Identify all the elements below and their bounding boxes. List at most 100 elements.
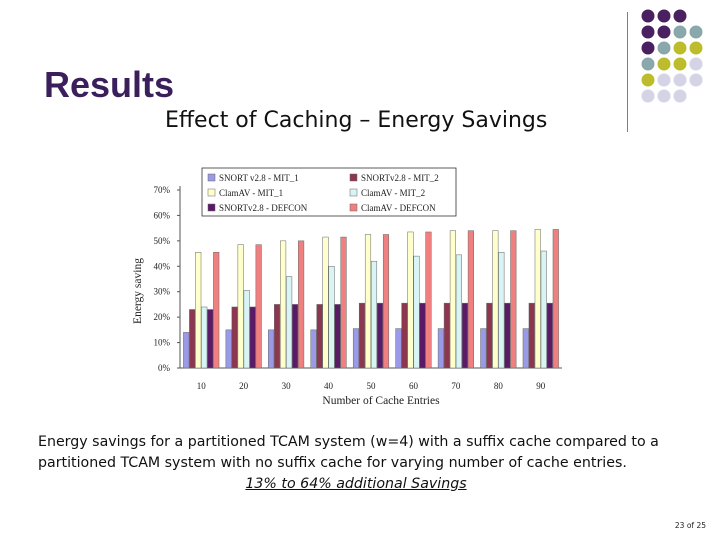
- decorative-dot: [673, 41, 687, 55]
- bar: [395, 328, 402, 369]
- decorative-divider: [627, 12, 628, 132]
- bar: [274, 304, 281, 369]
- bar: [213, 252, 220, 369]
- decorative-dot: [689, 57, 703, 71]
- decorative-dot: [641, 9, 655, 23]
- decorative-dot: [673, 89, 687, 103]
- decorative-dot: [689, 73, 703, 87]
- bar: [413, 255, 420, 369]
- x-axis-label: Number of Cache Entries: [322, 395, 440, 407]
- x-tick-label: 70: [451, 381, 461, 391]
- bar: [443, 302, 450, 369]
- legend-swatch: [207, 173, 216, 182]
- legend-label: ClamAV - MIT_2: [361, 188, 425, 198]
- decorative-dot: [657, 41, 671, 55]
- bar: [358, 302, 366, 369]
- y-tick-label: 10%: [154, 338, 171, 348]
- x-tick-label: 40: [324, 381, 334, 391]
- caption-line-2: partitioned TCAM system with no suffix c…: [38, 455, 627, 471]
- bar: [528, 302, 535, 369]
- bar: [316, 304, 323, 369]
- slide-subtitle: Effect of Caching – Energy Savings: [165, 108, 548, 133]
- decorative-dot: [641, 57, 655, 71]
- bar: [352, 328, 360, 369]
- bar: [437, 328, 444, 369]
- bar: [498, 252, 505, 369]
- bar: [207, 309, 214, 369]
- bar: [243, 290, 250, 369]
- bar: [492, 230, 499, 369]
- bar: [280, 240, 287, 369]
- bar: [455, 254, 462, 369]
- bar: [237, 244, 244, 369]
- decorative-dot-grid: [641, 9, 703, 103]
- bar: [225, 329, 232, 369]
- bar: [419, 302, 426, 369]
- decorative-dot: [657, 73, 671, 87]
- bar: [534, 229, 541, 369]
- bar: [364, 234, 372, 369]
- x-tick-label: 60: [409, 381, 419, 391]
- bar: [401, 302, 408, 369]
- bar: [376, 302, 384, 369]
- bar: [407, 231, 414, 369]
- x-tick-label: 90: [536, 381, 546, 391]
- y-axis-label: Energy saving: [132, 258, 144, 324]
- bar: [195, 252, 202, 369]
- y-tick-label: 60%: [154, 210, 171, 220]
- decorative-dot: [641, 89, 655, 103]
- y-tick-label: 30%: [154, 287, 171, 297]
- legend-frame: [201, 167, 457, 217]
- bar: [322, 236, 329, 369]
- y-tick-label: 0%: [158, 363, 171, 373]
- legend-label: SNORTv2.8 - DEFCON: [219, 203, 308, 213]
- decorative-dot: [673, 25, 687, 39]
- legend-swatch: [349, 173, 358, 182]
- decorative-dot: [689, 41, 703, 55]
- y-tick-label: 20%: [154, 312, 171, 322]
- decorative-dot: [641, 41, 655, 55]
- bar: [504, 302, 511, 369]
- decorative-dot: [641, 73, 655, 87]
- page-number: 23 of 25: [674, 521, 706, 530]
- bar: [370, 260, 378, 369]
- legend-label: ClamAV - MIT_1: [219, 188, 283, 198]
- bar: [449, 230, 456, 369]
- legend-swatch: [349, 188, 358, 197]
- bar: [382, 234, 390, 369]
- caption-line-1: Energy savings for a partitioned TCAM sy…: [38, 434, 659, 450]
- bar: [510, 230, 517, 369]
- bar: [328, 266, 335, 369]
- decorative-dot: [657, 9, 671, 23]
- bar-chart: 0% 10% 20% 30% 40% 50% 60% 70% Energy saving 10 20…: [132, 167, 562, 407]
- decorative-dot: [657, 25, 671, 39]
- bar: [425, 231, 432, 369]
- chart-legend: SNORT v2.8 - MIT_1 SNORTv2.8 - MIT_2 ClamA…: [201, 167, 457, 217]
- decorative-dot: [673, 73, 687, 87]
- x-tick-label: 80: [494, 381, 504, 391]
- bar: [480, 328, 487, 369]
- bar: [467, 230, 474, 369]
- bar: [255, 244, 262, 369]
- decorative-dot: [689, 25, 703, 39]
- x-tick-label: 30: [282, 381, 292, 391]
- bar: [540, 250, 547, 369]
- x-tick-label: 20: [239, 381, 249, 391]
- decorative-dot: [657, 89, 671, 103]
- bar: [340, 236, 347, 369]
- legend-label: SNORT v2.8 - MIT_1: [219, 173, 299, 183]
- y-tick-label: 40%: [154, 261, 171, 271]
- slide-title: Results: [44, 64, 175, 105]
- x-tick-label: 50: [367, 381, 377, 391]
- bar: [461, 302, 468, 369]
- bar: [183, 332, 190, 369]
- decorative-dot: [657, 57, 671, 71]
- legend-swatch: [207, 188, 216, 197]
- legend-label: ClamAV - DEFCON: [361, 203, 436, 213]
- bar: [249, 306, 256, 369]
- y-tick-label: 70%: [154, 185, 171, 195]
- bar: [268, 329, 275, 369]
- savings-note: 13% to 64% additional Savings: [245, 476, 467, 492]
- bar: [552, 229, 559, 369]
- bar: [298, 240, 305, 369]
